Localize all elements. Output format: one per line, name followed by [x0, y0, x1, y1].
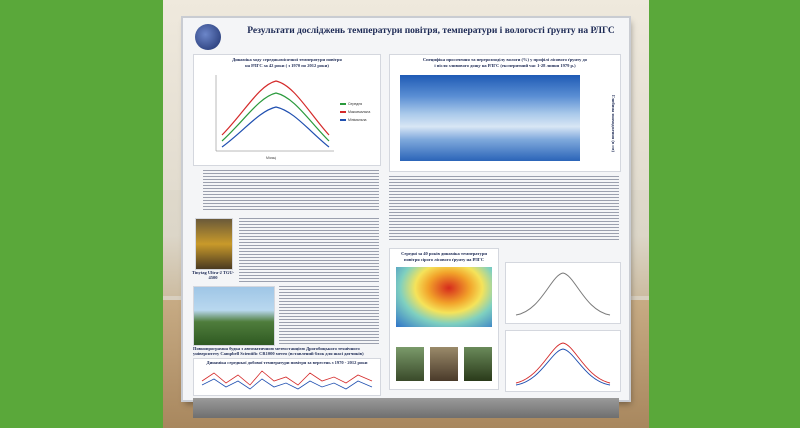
site-photo-1	[396, 347, 424, 381]
chart4-line-a	[201, 370, 373, 386]
chart2-side-label: Глибина знаходження (в см)	[611, 95, 616, 152]
small-chart-top	[505, 262, 621, 324]
air-temperature-chart: Динаміка ходу середньомісячної температу…	[193, 54, 381, 166]
photograph: Результати досліджень температури повітр…	[163, 0, 649, 428]
weather-station-photo	[193, 286, 275, 346]
legend-mean: Середня	[348, 102, 362, 106]
poster-title: Результати досліджень температури повітр…	[247, 26, 615, 36]
text-block-2	[239, 218, 379, 282]
bell-curve-top	[515, 272, 611, 316]
text-block-3	[279, 286, 379, 344]
section3-title-line1: Середні за 40 років динаміка температури	[401, 251, 487, 256]
soil-moisture-heatmap: Специфіка просочення та перерозподілу во…	[389, 54, 621, 172]
legend-max: Максимальна	[348, 110, 370, 114]
chart2-title-line2: і після зливового дощу на РЛГС (експерит…	[434, 63, 576, 68]
series-max-line	[221, 80, 330, 136]
station-caption: Повнопрограмна будка з автоматичною мете…	[193, 346, 364, 356]
text-block-4	[389, 176, 619, 240]
device-caption: Tinytag Ultra-2 TGU-4500	[191, 270, 235, 280]
chart1-title-line2: на РЛГС за 42 роки ( з 1970 по 2012 роки…	[245, 63, 329, 68]
legend-min: Мінімальна	[348, 118, 367, 122]
chart4-title: Динаміка середньої добової температури п…	[206, 360, 368, 365]
bell-curve-bottom-a	[515, 342, 611, 384]
text-block-1	[203, 170, 379, 212]
soil-temperature-section: Середні за 40 років динаміка температури…	[389, 248, 499, 390]
section3-title-line2: повітря сірого лісового ґрунту на РЛГС	[404, 257, 484, 262]
small-chart-bottom-plot	[515, 342, 611, 386]
heatmap-area	[400, 75, 580, 161]
chart4-line-b	[201, 378, 373, 390]
research-poster: Результати досліджень температури повітр…	[183, 18, 629, 400]
device-photo	[195, 218, 233, 270]
bell-curve-bottom-b	[515, 348, 611, 386]
chart4-plot	[201, 370, 373, 390]
chart2-title-line1: Специфіка просочення та перерозподілу во…	[422, 57, 588, 62]
site-photo-3	[464, 347, 492, 381]
soil-temperature-contour	[396, 267, 492, 327]
september-temperature-chart: Динаміка середньої добової температури п…	[193, 358, 381, 396]
small-chart-top-plot	[515, 272, 611, 316]
small-chart-bottom	[505, 330, 621, 392]
site-photo-2	[430, 347, 458, 381]
poster-stand	[193, 398, 619, 418]
chart1-plot: Середня Максимальна Мінімальна Місяці	[215, 75, 370, 160]
chart1-xlabel: Місяці	[266, 156, 276, 160]
chart1-title-line1: Динаміка ходу середньомісячної температу…	[232, 57, 342, 62]
series-mean-line	[221, 92, 330, 142]
university-logo-icon	[195, 24, 221, 50]
series-min-line	[221, 106, 330, 148]
